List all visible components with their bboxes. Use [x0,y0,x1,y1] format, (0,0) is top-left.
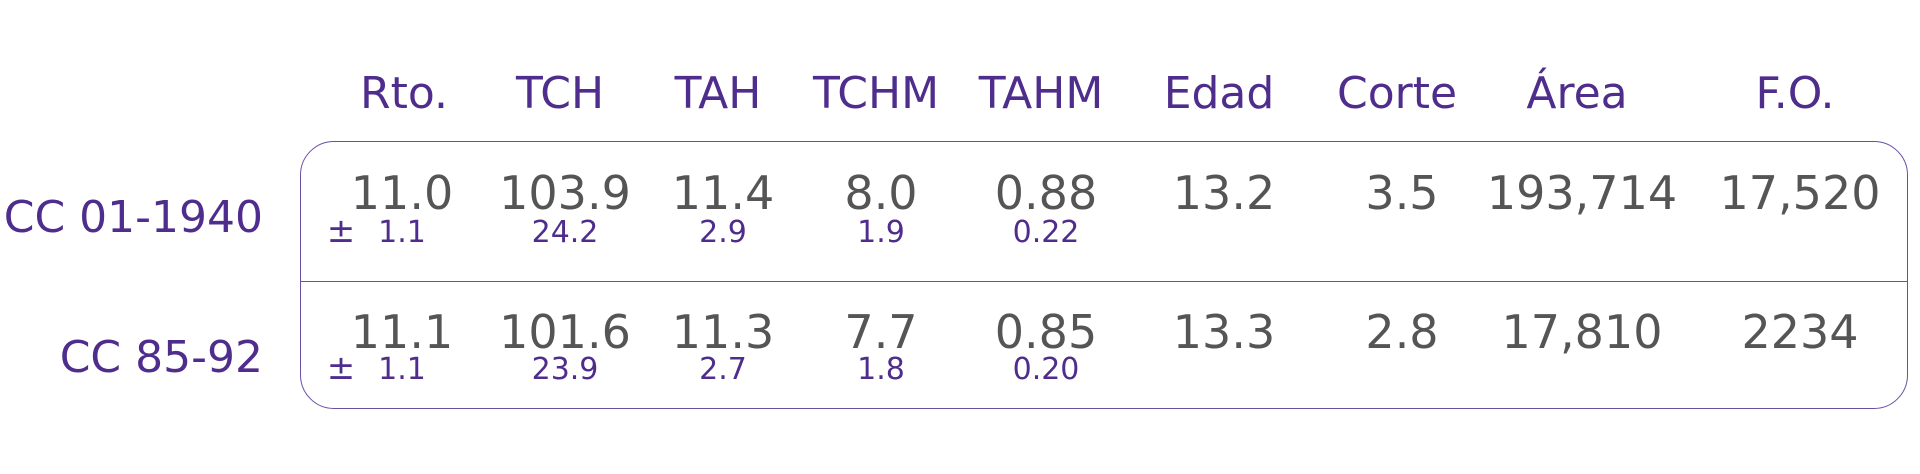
cell-value: 8.0 [844,166,918,220]
cell-value: 13.3 [1172,305,1276,359]
column-header: TAH [674,68,762,119]
cell-value: 11.3 [671,305,775,359]
table-frame [300,141,1908,409]
column-header: TCHM [812,68,940,119]
cell-value: 13.2 [1172,166,1276,220]
cell-value: 11.1 [350,305,454,359]
column-header: Corte [1336,68,1458,119]
cell-sd: 1.9 [857,215,905,250]
cell-value: 0.85 [994,305,1098,359]
plus-minus: ± [326,348,356,388]
cell-value: 3.5 [1365,166,1439,220]
cell-value: 2234 [1741,305,1859,359]
cell-value: 7.7 [844,305,918,359]
cell-sd: 0.22 [1012,215,1080,250]
cell-value: 193,714 [1486,166,1678,220]
cell-value: 11.4 [671,166,775,220]
cell-sd: 23.9 [531,352,599,387]
row-divider [300,281,1908,282]
cell-value: 2.8 [1365,305,1439,359]
cell-sd: 0.20 [1012,352,1080,387]
row-label: CC 85-92 [59,332,263,383]
cell-sd: 1.1 [378,352,426,387]
column-header: Área [1526,68,1628,119]
cell-sd: 2.7 [699,352,747,387]
cell-sd: 2.9 [699,215,747,250]
cell-sd: 1.1 [378,215,426,250]
column-header: F.O. [1755,68,1835,119]
cell-value: 11.0 [350,166,454,220]
column-header: Edad [1163,68,1275,119]
column-header: TAHM [978,68,1104,119]
cell-value: 17,520 [1719,166,1881,220]
column-header: Rto. [360,68,448,119]
cell-value: 17,810 [1501,305,1663,359]
column-header: TCH [515,68,605,119]
cell-sd: 24.2 [531,215,599,250]
cell-value: 0.88 [994,166,1098,220]
cell-value: 103.9 [499,166,631,220]
cell-value: 101.6 [499,305,631,359]
row-label: CC 01-1940 [3,192,263,243]
cell-sd: 1.8 [857,352,905,387]
plus-minus: ± [326,211,356,251]
